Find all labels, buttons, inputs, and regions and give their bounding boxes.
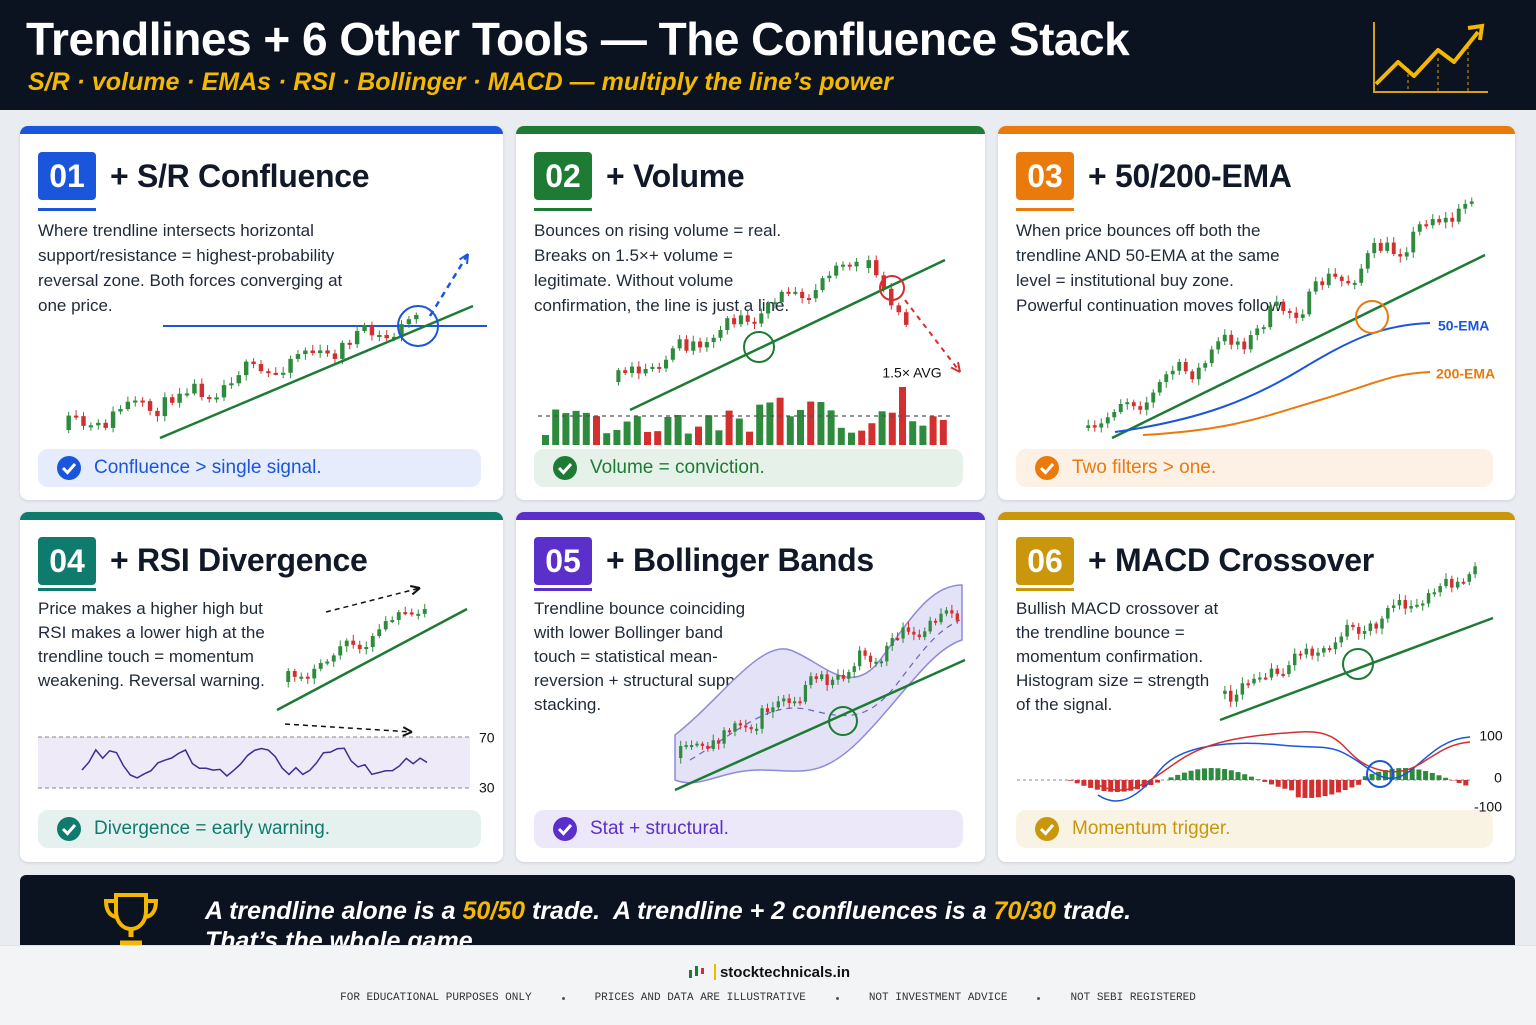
banner-text: A trendline alone is a 50/50 trade. A tr…	[205, 897, 1131, 926]
badge-underline	[534, 588, 592, 591]
badge-underline	[534, 208, 592, 211]
takeaway-text: Confluence > single signal.	[94, 457, 322, 479]
check-circle	[1035, 456, 1059, 480]
takeaway: Stat + structural.	[534, 810, 963, 848]
card-number: 01	[38, 152, 96, 200]
separator	[562, 997, 565, 1000]
card-body: When price bounces off both the trendlin…	[1016, 218, 1296, 318]
footer: stocktechnicals.in FOR EDUCATIONAL PURPO…	[0, 945, 1536, 1025]
card-bar	[516, 512, 985, 520]
banner-part: A trendline alone is a	[205, 897, 462, 925]
card-title: + RSI Divergence	[110, 542, 368, 579]
check-circle	[553, 456, 577, 480]
card-title: + S/R Confluence	[110, 158, 369, 195]
highlight: 50/50	[462, 897, 525, 925]
separator	[836, 997, 839, 1000]
note: NOT SEBI REGISTERED	[1070, 992, 1195, 1004]
brand-name: stocktechnicals.in	[720, 964, 850, 981]
card-body: Bounces on rising volume = real. Breaks …	[534, 218, 799, 318]
card-title: + 50/200-EMA	[1088, 158, 1292, 195]
takeaway-text: Divergence = early warning.	[94, 818, 330, 840]
separator	[1037, 997, 1040, 1000]
card: 01 + S/R Confluence Where trendline inters…	[20, 126, 503, 500]
card-body: Trendline bounce coinciding with lower B…	[534, 597, 764, 717]
takeaway-text: Two filters > one.	[1072, 457, 1216, 479]
check-icon	[1016, 816, 1060, 842]
check-icon	[534, 455, 578, 481]
takeaway: Divergence = early warning.	[38, 810, 481, 848]
card-title: + MACD Crossover	[1088, 542, 1374, 579]
card-number: 03	[1016, 152, 1074, 200]
takeaway: Momentum trigger.	[1016, 810, 1493, 848]
brand-icon	[686, 962, 720, 980]
takeaway: Volume = conviction.	[534, 449, 963, 487]
card-number: 04	[38, 537, 96, 585]
note: PRICES AND DATA ARE ILLUSTRATIVE	[595, 992, 806, 1004]
notes: FOR EDUCATIONAL PURPOSES ONLY PRICES AND …	[0, 992, 1536, 1004]
card: 03 + 50/200-EMA When price bounces off bot…	[998, 126, 1515, 500]
badge-underline	[1016, 588, 1074, 591]
badge-underline	[38, 588, 96, 591]
card: 02 + Volume Bounces on rising volume = rea…	[516, 126, 985, 500]
header: Trendlines + 6 Other Tools — The Conflue…	[0, 0, 1536, 110]
card-bar	[516, 126, 985, 134]
check-icon	[1016, 455, 1060, 481]
highlight: 70/30	[993, 897, 1056, 925]
card: 06 + MACD Crossover Bullish MACD crossover…	[998, 512, 1515, 862]
note: FOR EDUCATIONAL PURPOSES ONLY	[340, 992, 531, 1004]
badge-underline	[38, 208, 96, 211]
card-bar	[998, 126, 1515, 134]
card-bar	[20, 512, 503, 520]
banner-part: trade. A trendline + 2 confluences is a	[525, 897, 993, 925]
trophy-icon	[102, 893, 160, 945]
check-circle	[57, 456, 81, 480]
check-circle	[1035, 817, 1059, 841]
card-title: + Volume	[606, 158, 744, 195]
card-number: 05	[534, 537, 592, 585]
check-icon	[38, 455, 82, 481]
takeaway-text: Volume = conviction.	[590, 457, 765, 479]
takeaway: Two filters > one.	[1016, 449, 1493, 487]
card: 04 + RSI Divergence Price makes a higher h…	[20, 512, 503, 862]
takeaway: Confluence > single signal.	[38, 449, 481, 487]
card-body: Bullish MACD crossover at the trendline …	[1016, 597, 1221, 717]
banner: A trendline alone is a 50/50 trade. A tr…	[20, 875, 1515, 945]
card-number: 02	[534, 152, 592, 200]
check-circle	[57, 817, 81, 841]
card-bar	[998, 512, 1515, 520]
note: NOT INVESTMENT ADVICE	[869, 992, 1008, 1004]
check-icon	[534, 816, 578, 842]
check-icon	[38, 816, 82, 842]
card: 05 + Bollinger Bands Trendline bounce coin…	[516, 512, 985, 862]
takeaway-text: Momentum trigger.	[1072, 818, 1230, 840]
card-body: Where trendline intersects horizontal su…	[38, 218, 358, 318]
check-circle	[553, 817, 577, 841]
badge-underline	[1016, 208, 1074, 211]
brand: stocktechnicals.in	[0, 962, 1536, 981]
card-body: Price makes a higher high but RSI makes …	[38, 597, 278, 693]
card-number: 06	[1016, 537, 1074, 585]
card-bar	[20, 126, 503, 134]
header-icon	[1368, 18, 1493, 98]
title: Trendlines + 6 Other Tools — The Conflue…	[26, 12, 1129, 66]
banner-part: trade.	[1056, 897, 1131, 925]
takeaway-text: Stat + structural.	[590, 818, 729, 840]
subtitle: S/R · volume · EMAs · RSI · Bollinger · …	[28, 68, 893, 97]
card-title: + Bollinger Bands	[606, 542, 874, 579]
banner-line2: That’s the whole game.	[205, 927, 480, 945]
